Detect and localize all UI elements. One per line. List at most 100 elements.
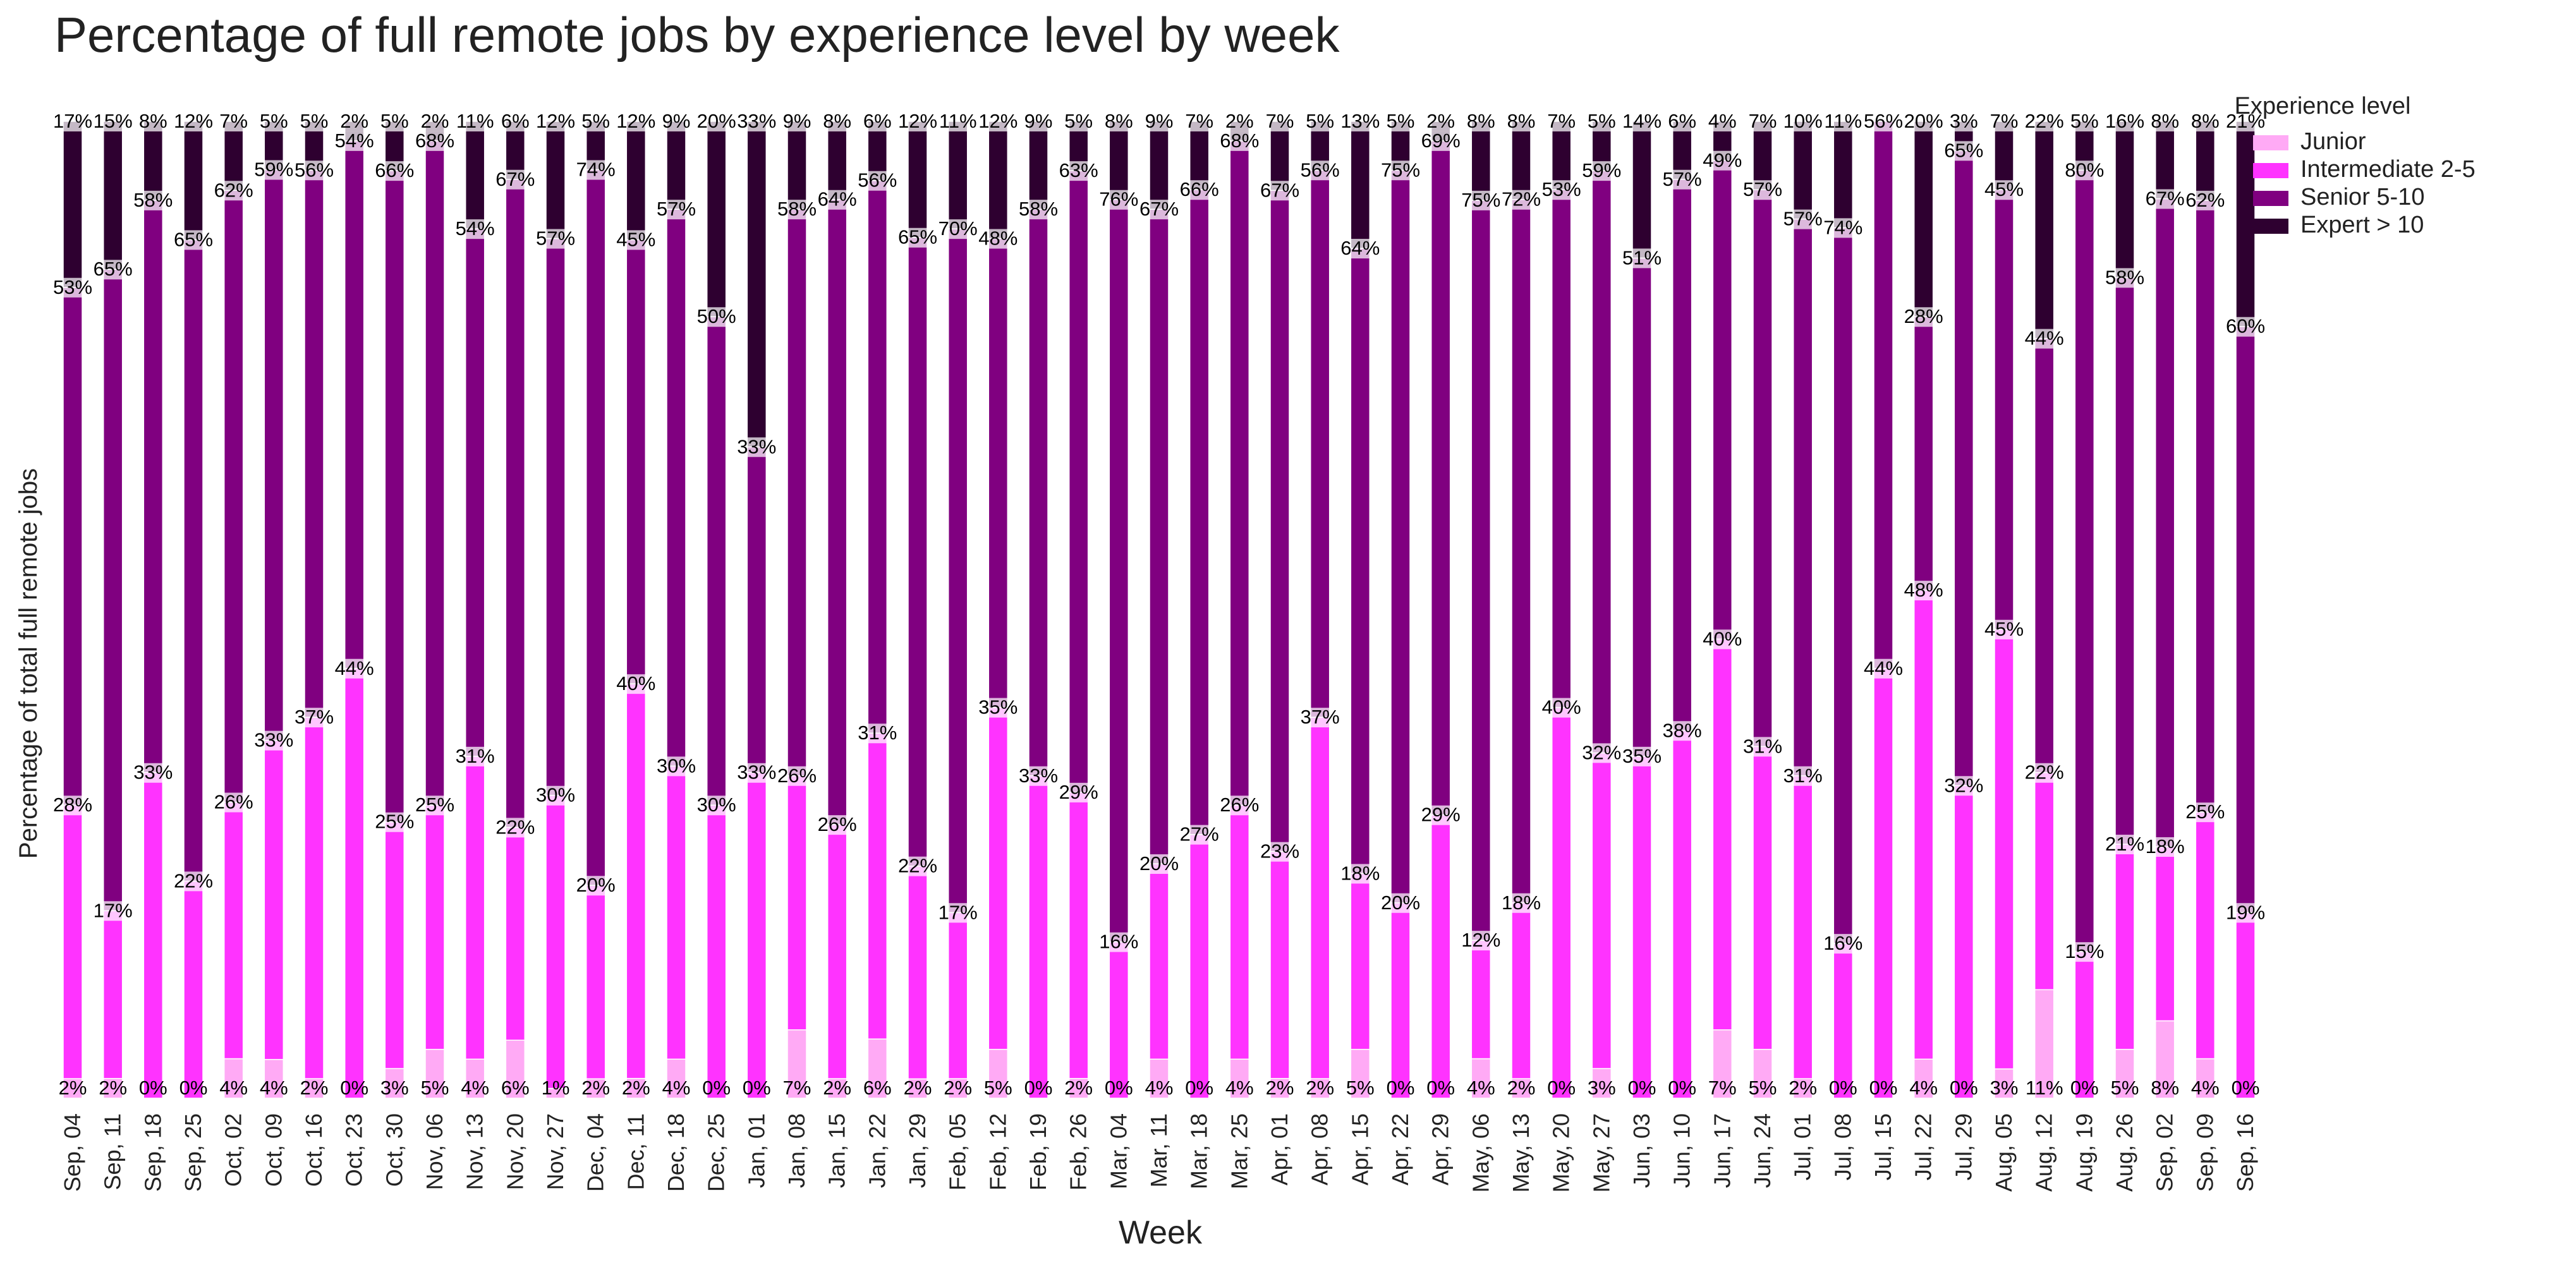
bar-segment-junior <box>63 1078 83 1099</box>
data-label: 62% <box>2185 189 2225 211</box>
data-label: 7% <box>1547 110 1576 132</box>
data-label: 5% <box>421 1077 449 1099</box>
data-label: 29% <box>1059 781 1098 803</box>
data-label: 23% <box>1260 840 1299 862</box>
data-label: 40% <box>1542 696 1581 718</box>
data-label: 5% <box>2111 1077 2139 1099</box>
data-label: 21% <box>2105 833 2144 855</box>
data-label: 8% <box>2151 110 2179 132</box>
bar-segment-expert-10 <box>2235 121 2256 327</box>
data-label: 4% <box>1145 1077 1174 1099</box>
bar-segment-senior-5-10 <box>425 140 445 806</box>
data-label: 35% <box>978 696 1018 718</box>
data-label: 48% <box>978 227 1018 250</box>
data-label: 11% <box>2026 1077 2063 1099</box>
data-label-bg <box>135 763 171 783</box>
data-label: 6% <box>501 1077 530 1099</box>
bar-segment-senior-5-10 <box>1994 189 2014 630</box>
data-label-bg <box>135 190 171 210</box>
bar-segment-intermediate-2-5 <box>2074 951 2095 1099</box>
bar-segment-expert-10 <box>787 121 807 210</box>
data-label: 60% <box>2226 315 2265 337</box>
data-label-bg <box>1060 782 1097 802</box>
data-label-bg <box>216 792 252 813</box>
bar-segment-intermediate-2-5 <box>183 880 204 1099</box>
data-label: 1% <box>542 1077 570 1099</box>
data-label: 3% <box>380 1077 409 1099</box>
x-tick-label: Jan, 29 <box>904 1113 930 1188</box>
x-tick-label: Oct, 09 <box>260 1113 286 1187</box>
data-label-bg <box>1066 112 1091 131</box>
data-label: 56% <box>1301 159 1340 181</box>
data-label-bg <box>296 708 332 728</box>
data-label-bg <box>2026 329 2063 349</box>
data-label: 74% <box>1823 216 1862 238</box>
data-label: 16% <box>1823 932 1862 954</box>
x-tick-label: Jun, 03 <box>1629 1113 1655 1188</box>
data-label: 2% <box>99 1077 127 1099</box>
legend-swatch <box>2253 135 2288 150</box>
data-label-bg <box>738 112 775 131</box>
data-label-bg <box>1825 934 1861 954</box>
bar-segment-senior-5-10 <box>1068 170 1089 793</box>
data-label: 53% <box>53 276 92 298</box>
bar-segment-expert-10 <box>1913 121 1934 317</box>
bar-segment-senior-5-10 <box>666 209 686 767</box>
data-label-bg <box>1026 112 1051 131</box>
data-label-bg <box>980 229 1016 249</box>
data-label-bg <box>1785 766 1821 786</box>
bar-segment-senior-5-10 <box>1149 209 1169 864</box>
data-label-bg <box>1342 112 1378 131</box>
data-label-bg <box>537 112 574 131</box>
x-tick-label: Dec, 18 <box>663 1113 689 1192</box>
bar-segment-junior <box>384 1068 405 1099</box>
data-labels-layer: 2% 28% 53% 17% 2% 17% 65% 15% 0% 33% 58% 8% 0% 22% 65%… <box>53 110 2265 1099</box>
data-label-bg <box>1261 181 1298 201</box>
data-label: 7% <box>1749 110 1777 132</box>
data-label-bg <box>261 112 287 131</box>
data-label-bg <box>940 903 976 923</box>
data-label-bg <box>1951 112 1977 131</box>
data-label-bg <box>1428 112 1454 131</box>
bar-segment-expert-10 <box>102 121 123 270</box>
data-label-bg <box>1583 161 1620 181</box>
x-tick-label: Jan, 08 <box>784 1113 810 1188</box>
bar-segment-expert-10 <box>1994 121 2014 190</box>
data-label: 37% <box>1301 706 1340 728</box>
data-label-bg <box>1865 112 1902 131</box>
bar-segment-senior-5-10 <box>384 170 405 823</box>
data-label-bg <box>1991 112 2017 131</box>
data-label-bg <box>497 818 533 838</box>
data-label: 22% <box>2025 110 2064 132</box>
bar-segment-senior-5-10 <box>304 169 324 718</box>
bar-segment-senior-5-10 <box>746 446 767 773</box>
bar-segment-junior <box>1712 1029 1733 1099</box>
data-label-bg <box>1624 248 1660 269</box>
data-label: 5% <box>260 110 288 132</box>
data-label-bg <box>1509 112 1534 131</box>
bar-segment-senior-5-10 <box>2235 325 2256 914</box>
data-label: 18% <box>2146 835 2185 857</box>
x-tick-label: Jul, 01 <box>1790 1113 1816 1180</box>
x-tick-label: Jun, 24 <box>1749 1113 1775 1188</box>
data-label: 4% <box>2191 1077 2220 1099</box>
data-label-bg <box>216 181 252 201</box>
data-label: 25% <box>375 811 414 833</box>
data-label: 9% <box>662 110 691 132</box>
data-label: 67% <box>495 168 535 190</box>
data-label: 66% <box>375 159 414 181</box>
data-label: 0% <box>1185 1077 1213 1099</box>
data-label: 0% <box>1105 1077 1133 1099</box>
data-label-bg <box>255 730 292 751</box>
data-label: 0% <box>179 1077 208 1099</box>
data-label: 57% <box>1663 168 1702 190</box>
data-label-bg <box>698 112 735 131</box>
data-label-bg <box>255 160 292 180</box>
data-label: 65% <box>174 228 213 250</box>
data-label-bg <box>1785 209 1821 229</box>
data-label-bg <box>1945 141 1982 161</box>
data-label-bg <box>382 112 408 131</box>
data-label-bg <box>658 756 695 777</box>
data-label: 54% <box>456 217 495 239</box>
